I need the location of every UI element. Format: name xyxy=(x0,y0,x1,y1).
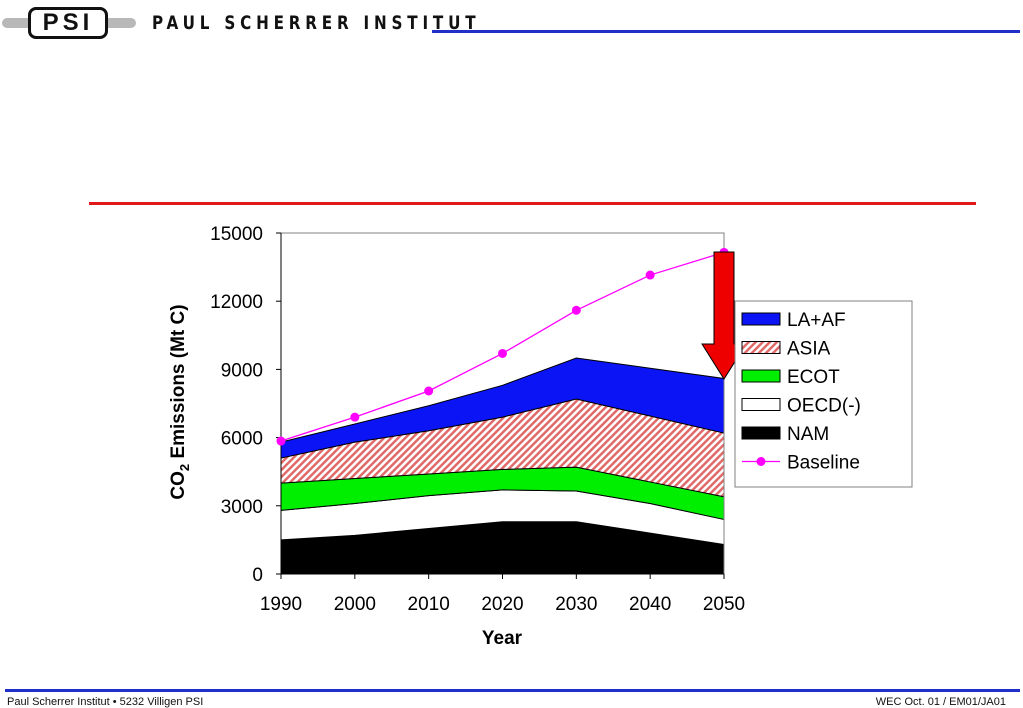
axes: 0 3000 6000 9000 12000 15000 1990 2000 2010 2020 2… xyxy=(210,224,745,615)
legend-swatch-asia xyxy=(741,341,781,354)
baseline-point xyxy=(498,348,507,358)
y-tick-label: 6000 xyxy=(221,429,263,450)
logo-text: PSI xyxy=(28,7,108,39)
x-axis-label: Year xyxy=(482,628,523,649)
y-axis-label: CO2 Emissions (Mt C) xyxy=(168,304,192,499)
baseline-point xyxy=(424,386,434,396)
baseline-point xyxy=(571,305,581,315)
x-tick-label: 2010 xyxy=(408,594,450,615)
footer-address: Paul Scherrer Institut • 5232 Villigen P… xyxy=(7,696,204,708)
x-tick-label: 2050 xyxy=(703,594,745,615)
y-tick-label: 3000 xyxy=(221,497,263,518)
stacked-areas xyxy=(280,357,725,575)
header: PSI PAUL SCHERRER INSTITUT xyxy=(0,0,1023,50)
y-axis-label-subscript: 2 xyxy=(177,464,192,471)
y-tick-label: 12000 xyxy=(210,292,263,313)
legend-label-la-af: LA+AF xyxy=(787,310,846,331)
y-tick-label: 9000 xyxy=(221,360,263,381)
y-tick-label: 15000 xyxy=(210,224,263,245)
legend-label-oecd: OECD(-) xyxy=(787,396,861,417)
legend-swatch-nam xyxy=(741,426,781,440)
psi-logo: PSI xyxy=(2,6,136,40)
x-tick-label: 2020 xyxy=(481,594,523,615)
y-axis-label-rest: Emissions (Mt C) xyxy=(168,304,189,463)
legend-swatch-ecot xyxy=(741,369,781,383)
legend: LA+AF ASIA ECOT OECD(-) NAM Baseline xyxy=(734,300,913,488)
footer-reference: WEC Oct. 01 / EM01/JA01 xyxy=(875,696,1006,708)
x-tick-label: 1990 xyxy=(260,594,302,615)
legend-box xyxy=(734,300,913,488)
footer-divider xyxy=(5,689,1020,692)
x-tick-label: 2040 xyxy=(629,594,671,615)
legend-swatch-oecd xyxy=(741,398,781,411)
legend-label-baseline: Baseline xyxy=(787,453,860,474)
legend-marker-baseline xyxy=(756,457,766,466)
legend-label-nam: NAM xyxy=(787,424,829,445)
institute-name: PAUL SCHERRER INSTITUT xyxy=(152,12,481,34)
legend-label-ecot: ECOT xyxy=(787,367,840,388)
legend-swatch-la-af xyxy=(741,312,781,326)
header-divider xyxy=(432,30,1020,33)
x-tick-label: 2000 xyxy=(334,594,376,615)
baseline-point xyxy=(276,436,286,446)
baseline-point xyxy=(350,412,360,422)
y-axis-label-main: CO xyxy=(168,471,189,500)
legend-label-asia: ASIA xyxy=(787,339,831,360)
title-divider xyxy=(89,202,976,205)
baseline-point xyxy=(645,270,655,280)
x-tick-label: 2030 xyxy=(555,594,597,615)
y-tick-label: 0 xyxy=(252,565,263,586)
